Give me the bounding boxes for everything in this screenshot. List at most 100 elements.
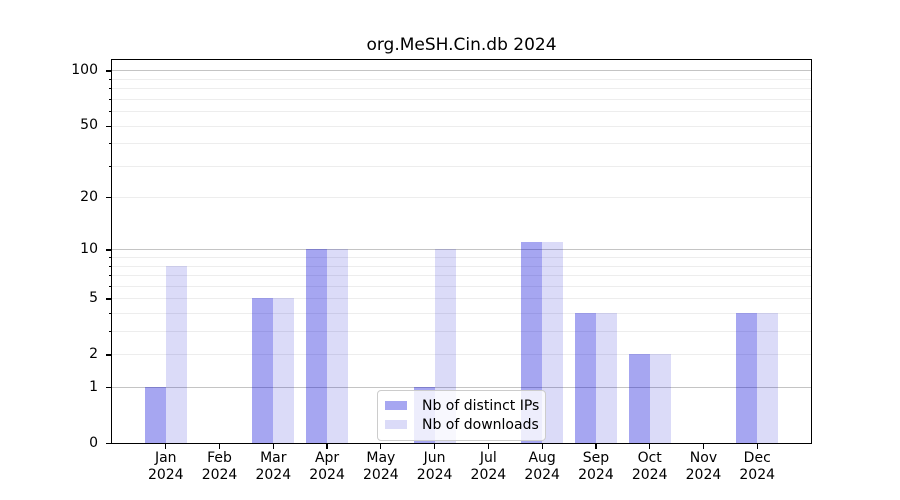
- x-tick-label-mar: Mar 2024: [238, 450, 308, 484]
- y-gridline-minor: [112, 111, 811, 113]
- x-tick: [165, 443, 167, 449]
- y-tick-minor: [108, 265, 112, 267]
- x-tick: [756, 443, 758, 449]
- bar-nb-of-distinct-ips-jan: [144, 387, 166, 443]
- x-tick-label-jul: Jul 2024: [453, 450, 523, 484]
- x-tick-year: 2024: [578, 467, 614, 483]
- y-tick-minor: [108, 285, 112, 288]
- y-tick-minor: [108, 313, 112, 315]
- y-tick-label: 20: [80, 188, 98, 205]
- y-gridline-minor: [112, 197, 811, 199]
- legend-item-downloads: Nb of downloads: [385, 415, 539, 434]
- bar-nb-of-distinct-ips-sep: [574, 313, 596, 443]
- y-tick: [106, 443, 112, 445]
- y-gridline-major: [112, 387, 811, 389]
- x-tick-year: 2024: [147, 467, 184, 483]
- y-tick-minor: [108, 98, 112, 101]
- x-tick-year: 2024: [739, 467, 776, 483]
- x-tick: [326, 443, 328, 449]
- y-tick-minor: [108, 331, 112, 333]
- bar-nb-of-distinct-ips-apr: [306, 249, 328, 443]
- x-tick: [380, 443, 382, 449]
- legend: Nb of distinct IPs Nb of downloads: [377, 390, 546, 441]
- x-tick-month: Sep: [582, 450, 610, 466]
- y-tick-label: 50: [80, 117, 98, 134]
- y-gridline-minor: [112, 257, 811, 259]
- y-tick-minor: [108, 111, 112, 113]
- x-tick-month: Oct: [637, 450, 662, 466]
- x-tick: [702, 443, 705, 449]
- x-tick-label-nov: Nov 2024: [668, 450, 738, 484]
- x-tick-month: Dec: [743, 450, 771, 466]
- legend-label-downloads: Nb of downloads: [422, 416, 539, 433]
- y-tick-minor: [108, 143, 112, 145]
- y-tick: [106, 298, 112, 300]
- y-gridline-major: [112, 249, 811, 251]
- bar-nb-of-downloads-mar: [273, 298, 295, 443]
- bar-nb-of-downloads-dec: [757, 313, 779, 443]
- bar-nb-of-downloads-sep: [595, 313, 617, 443]
- y-gridline-minor: [112, 165, 811, 167]
- x-tick: [649, 443, 651, 449]
- y-gridline-minor: [112, 313, 811, 315]
- x-tick-month: May: [366, 450, 396, 466]
- y-gridline-minor: [112, 331, 811, 333]
- y-tick-label: 10: [80, 240, 98, 257]
- y-tick-label: 0: [89, 434, 98, 451]
- x-tick-month: Jan: [154, 450, 177, 466]
- chart-title: org.MeSH.Cin.db 2024: [366, 35, 557, 55]
- legend-label-distinct-ips: Nb of distinct IPs: [422, 397, 540, 414]
- x-tick: [487, 443, 489, 449]
- y-gridline-minor: [112, 98, 811, 100]
- y-gridline-minor: [112, 125, 811, 127]
- y-gridline-minor: [112, 354, 811, 356]
- bar-nb-of-downloads-apr: [327, 249, 349, 443]
- x-tick-label-oct: Oct 2024: [615, 450, 685, 484]
- y-gridline-minor: [112, 285, 811, 287]
- y-tick: [106, 197, 112, 199]
- x-tick-label-jan: Jan 2024: [131, 450, 201, 484]
- x-tick: [434, 443, 436, 449]
- y-tick-label: 1: [89, 378, 98, 395]
- bar-nb-of-distinct-ips-mar: [252, 298, 274, 443]
- y-tick: [106, 387, 112, 389]
- y-tick-minor: [108, 78, 112, 81]
- legend-swatch-downloads: [385, 420, 407, 429]
- y-tick-label: 100: [71, 61, 98, 78]
- x-tick-year: 2024: [685, 467, 722, 483]
- plot-frame: [111, 59, 812, 444]
- y-gridline-minor: [112, 275, 811, 277]
- x-tick-month: Aug: [528, 450, 556, 466]
- x-tick-year: 2024: [201, 467, 238, 483]
- x-tick-label-aug: Aug 2024: [507, 450, 577, 484]
- x-tick-year: 2024: [255, 467, 292, 483]
- x-tick: [595, 443, 597, 449]
- y-tick-label: 5: [89, 289, 98, 306]
- y-gridline-minor: [112, 298, 811, 300]
- y-gridline-minor: [112, 88, 811, 90]
- y-tick: [106, 125, 112, 127]
- x-tick-year: 2024: [416, 467, 453, 483]
- x-tick: [272, 443, 274, 449]
- x-tick-year: 2024: [524, 467, 560, 483]
- y-tick: [106, 249, 112, 251]
- x-tick-month: Feb: [207, 450, 232, 466]
- x-tick-year: 2024: [631, 467, 668, 483]
- x-tick-month: Jul: [479, 450, 497, 466]
- y-gridline-minor: [112, 265, 811, 267]
- x-tick-label-may: May 2024: [346, 450, 416, 484]
- y-tick: [106, 354, 112, 356]
- y-tick-minor: [108, 165, 112, 167]
- x-tick-label-jun: Jun 2024: [400, 450, 470, 484]
- legend-swatch-distinct-ips: [385, 401, 407, 410]
- x-tick-year: 2024: [309, 467, 345, 483]
- y-tick-minor: [108, 257, 112, 259]
- x-tick-month: Apr: [314, 450, 340, 466]
- legend-item-distinct-ips: Nb of distinct IPs: [385, 396, 540, 415]
- y-tick-label: 2: [89, 345, 98, 362]
- x-tick-label-apr: Apr 2024: [292, 450, 362, 484]
- x-tick-label-dec: Dec 2024: [722, 450, 792, 484]
- bar-nb-of-distinct-ips-dec: [736, 313, 758, 443]
- x-tick-label-sep: Sep 2024: [561, 450, 631, 484]
